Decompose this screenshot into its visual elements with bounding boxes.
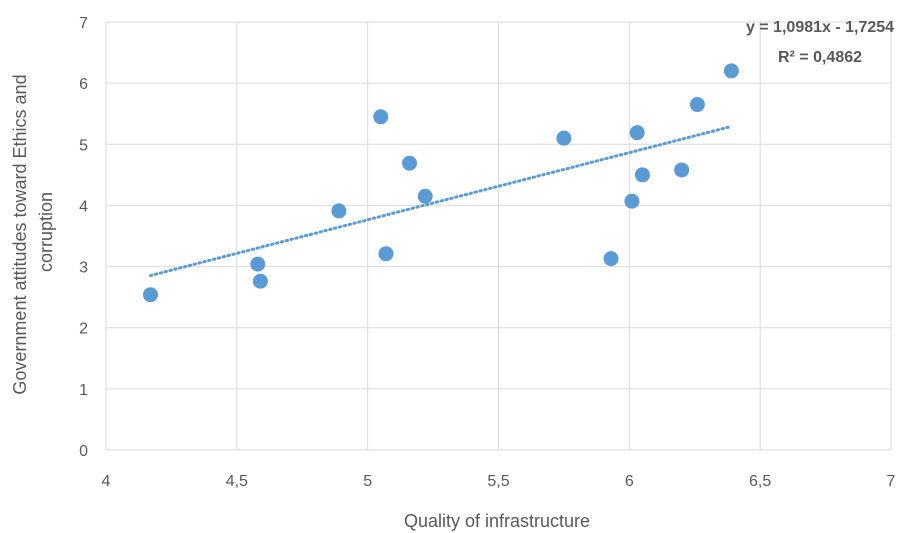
data-point [689,97,705,113]
data-point [556,130,572,146]
data-point [373,109,389,125]
data-point [142,287,158,303]
data-point [331,203,347,219]
y-tick-label: 7 [79,15,88,32]
y-axis-title: Government attitudes toward Ethics and c… [10,69,56,394]
data-point [378,246,394,262]
data-point [624,193,640,209]
trendline-equation: y = 1,0981x - 1,7254 [746,19,894,36]
data-point [629,125,645,141]
data-point [250,256,266,272]
data-point [252,273,268,289]
y-tick-label: 1 [79,382,88,399]
x-tick-label: 4,5 [226,473,248,490]
x-tick-label: 6 [625,473,634,490]
x-tick-label: 5,5 [487,473,509,490]
y-axis-title-line-1: Government attitudes toward Ethics and [10,74,30,394]
trendline [148,124,733,278]
data-point [674,162,690,178]
y-tick-label: 2 [79,321,88,338]
data-points [142,63,739,303]
y-axis-title-line-2: corruption [36,192,56,272]
data-point [402,155,418,171]
y-tick-label: 4 [79,198,88,215]
y-tick-label: 6 [79,76,88,93]
y-axis-tick-labels: 0 1 2 3 4 5 6 7 [79,15,88,460]
x-tick-label: 7 [887,473,896,490]
trendline-layer [148,124,733,278]
x-tick-label: 6,5 [749,473,771,490]
data-point [603,251,619,267]
data-point [634,167,650,183]
x-tick-label: 5 [363,473,372,490]
y-tick-label: 3 [79,260,88,277]
x-tick-label: 4 [102,473,111,490]
x-axis-title: Quality of infrastructure [404,511,590,531]
data-point [723,63,739,79]
y-tick-label: 5 [79,137,88,154]
trendline-r-squared: R² = 0,4862 [778,49,862,66]
x-axis-tick-labels: 4 4,5 5 5,5 6 6,5 7 [102,473,896,490]
y-tick-label: 0 [79,443,88,460]
data-point [417,188,433,204]
gridlines [105,21,892,451]
